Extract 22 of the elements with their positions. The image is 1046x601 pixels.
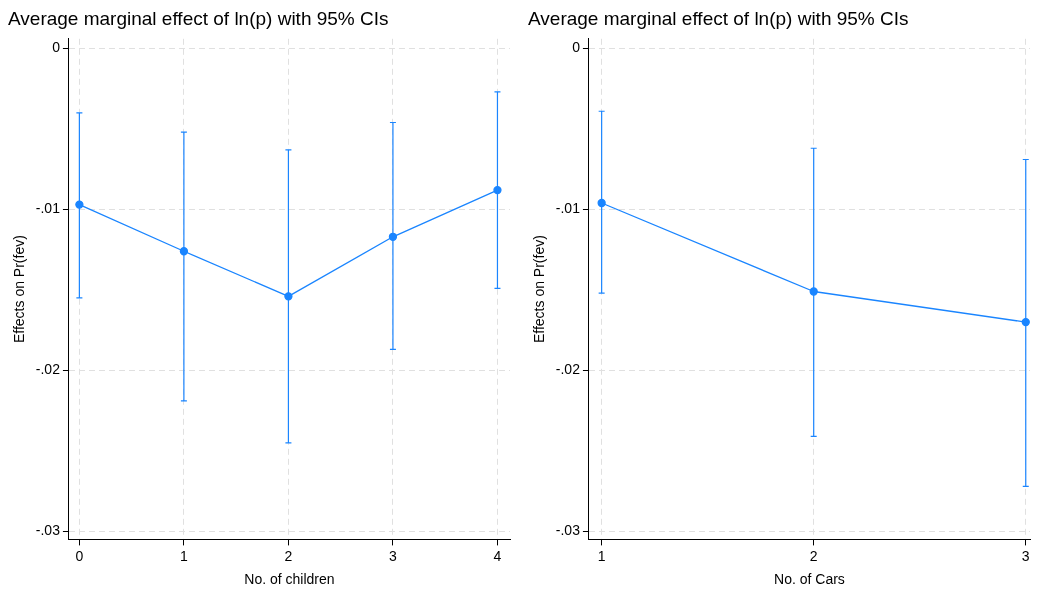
y-tick-label: -.01 [35, 200, 61, 217]
chart-title: Average marginal effect of ln(p) with 95% CIs [8, 7, 389, 29]
x-tick-label: 2 [809, 547, 818, 564]
y-tick-label: -.03 [35, 522, 61, 539]
x-axis-title: No. of Cars [774, 571, 845, 588]
y-tick-label: 0 [572, 39, 581, 56]
y-tick-label: 0 [52, 39, 61, 56]
y-tick-label: -.03 [555, 522, 581, 539]
y-tick-label: -.01 [555, 200, 581, 217]
y-axis-title: Effects on Pr(fev) [11, 235, 28, 344]
y-tick-label: -.02 [555, 361, 581, 378]
chart-title: Average marginal effect of ln(p) with 95% CIs [528, 7, 909, 29]
y-axis-title: Effects on Pr(fev) [531, 235, 548, 344]
x-tick-label: 1 [597, 547, 606, 564]
x-tick-label: 1 [180, 547, 188, 564]
x-tick-label: 3 [389, 547, 398, 564]
x-tick-label: 2 [284, 547, 293, 564]
x-tick-label: 3 [1021, 547, 1030, 564]
x-axis-title: No. of children [244, 571, 335, 588]
x-tick-label: 0 [75, 547, 84, 564]
x-tick-label: 4 [493, 547, 502, 564]
y-tick-label: -.02 [35, 361, 61, 378]
